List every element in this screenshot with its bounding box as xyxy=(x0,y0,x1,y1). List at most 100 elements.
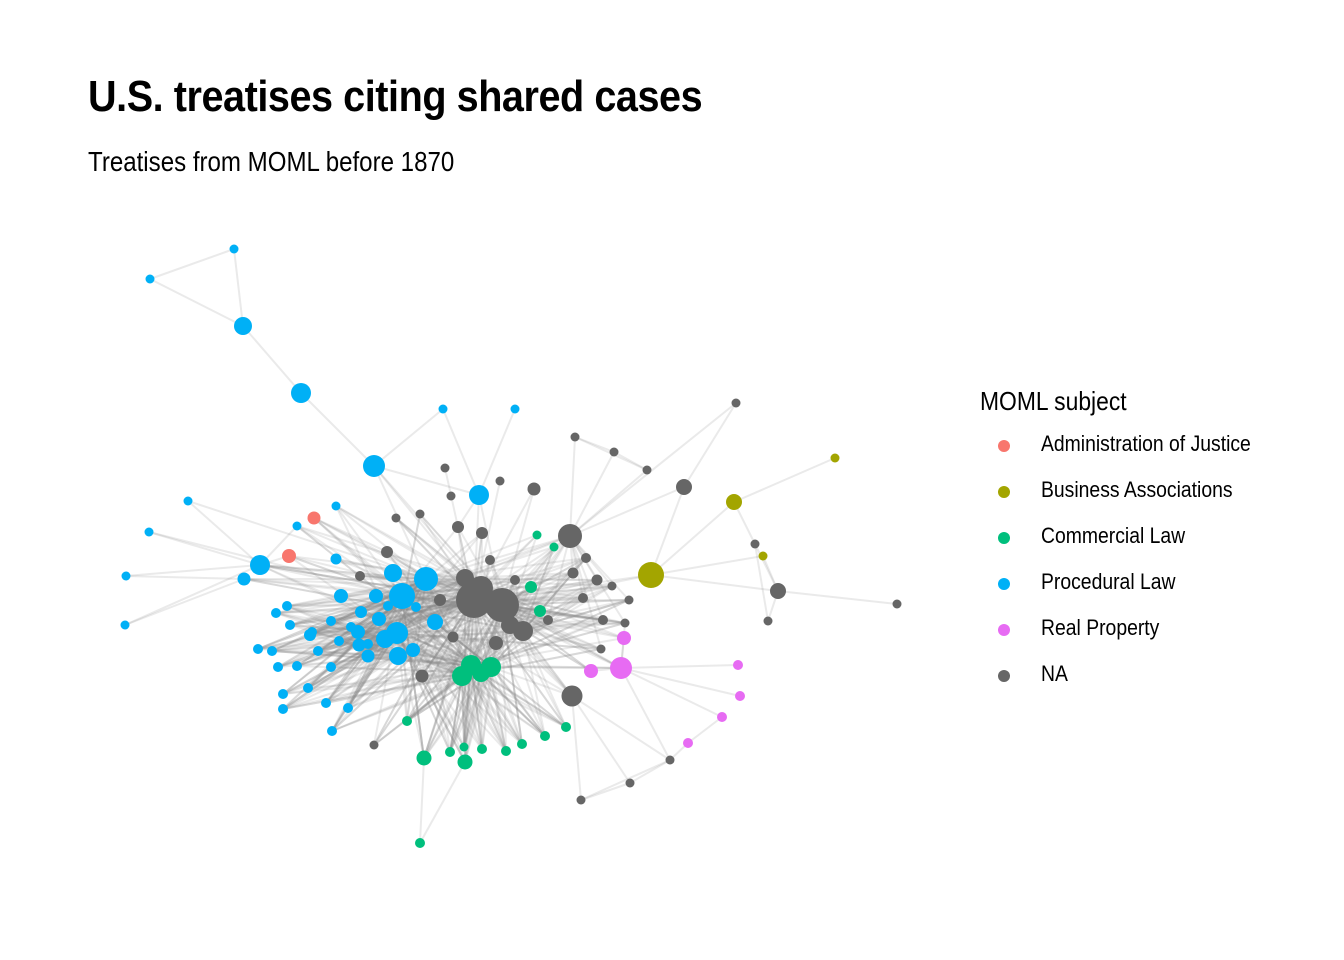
edge xyxy=(406,604,503,722)
edge xyxy=(425,578,546,737)
legend-swatch xyxy=(998,578,1010,590)
edge xyxy=(401,595,425,759)
edge xyxy=(522,597,584,632)
edge xyxy=(449,675,463,753)
edge xyxy=(401,595,425,759)
edge xyxy=(650,574,779,592)
edge xyxy=(257,599,475,650)
edge xyxy=(425,578,463,677)
node-procedural-law xyxy=(363,455,385,477)
node-procedural-law xyxy=(282,601,292,611)
node-na xyxy=(415,509,425,519)
node-procedural-law xyxy=(278,689,288,699)
edge xyxy=(325,638,386,704)
edge xyxy=(330,599,475,622)
edge xyxy=(470,664,483,750)
edge xyxy=(480,672,546,737)
node-procedural-law xyxy=(372,612,386,626)
edge xyxy=(125,575,245,580)
edge xyxy=(335,558,427,580)
legend-title: MOML subject xyxy=(980,386,1127,416)
node-na xyxy=(676,479,692,495)
node-na xyxy=(750,539,760,549)
edge xyxy=(463,672,482,748)
edge xyxy=(401,595,466,763)
legend-swatch xyxy=(998,670,1010,682)
edge xyxy=(501,488,535,606)
edge xyxy=(317,638,386,652)
edge xyxy=(396,632,546,737)
edge xyxy=(613,451,648,471)
edge xyxy=(401,526,459,597)
edge xyxy=(509,585,613,626)
edge xyxy=(242,325,302,394)
edge xyxy=(522,630,573,697)
edge xyxy=(282,655,399,710)
edge xyxy=(461,675,483,750)
node-na xyxy=(485,555,495,565)
node-na xyxy=(513,621,533,641)
node-na xyxy=(892,599,902,609)
node-na xyxy=(561,685,583,707)
edge xyxy=(331,632,398,732)
edge xyxy=(490,666,567,728)
edge xyxy=(425,578,626,624)
node-commercial-law xyxy=(534,605,546,617)
node-procedural-law xyxy=(361,649,375,663)
edge xyxy=(569,402,737,537)
edge xyxy=(509,579,598,626)
edge xyxy=(373,577,466,746)
edge xyxy=(275,612,386,640)
edge xyxy=(571,695,582,801)
node-procedural-law xyxy=(510,404,520,414)
node-procedural-law xyxy=(229,244,239,254)
node-procedural-law xyxy=(386,622,408,644)
edge xyxy=(311,630,524,633)
edge xyxy=(125,564,261,577)
edge xyxy=(396,513,421,634)
node-procedural-law xyxy=(389,583,415,609)
edge xyxy=(124,564,261,626)
edge xyxy=(461,675,523,745)
node-commercial-law xyxy=(445,747,455,757)
edge xyxy=(282,672,482,710)
node-procedural-law xyxy=(120,620,130,630)
edge xyxy=(271,595,403,652)
edge xyxy=(423,599,475,759)
legend-label: NA xyxy=(1041,661,1068,686)
node-na xyxy=(456,582,492,618)
edge xyxy=(148,531,403,597)
edge xyxy=(490,666,622,669)
edge xyxy=(330,655,399,668)
legend-item-real-property: Real Property xyxy=(980,615,1159,661)
edge xyxy=(340,578,427,597)
edge xyxy=(480,672,523,745)
node-procedural-law xyxy=(343,703,353,713)
legend-label: Commercial Law xyxy=(1041,523,1186,548)
edge xyxy=(357,599,475,633)
edge xyxy=(620,667,671,761)
edge xyxy=(501,604,622,669)
edge xyxy=(313,517,403,597)
node-na xyxy=(607,581,617,591)
edge xyxy=(300,392,375,467)
legend-swatch xyxy=(998,532,1010,544)
node-na xyxy=(495,476,505,486)
edge-layer xyxy=(124,248,898,844)
node-procedural-law xyxy=(427,614,443,630)
edge xyxy=(296,655,399,667)
edge xyxy=(331,599,475,732)
legend-label: Business Associations xyxy=(1041,477,1233,502)
edge xyxy=(331,632,398,732)
edge xyxy=(282,664,472,695)
node-administration-of-justice xyxy=(307,511,321,525)
node-procedural-law xyxy=(334,636,344,646)
edge xyxy=(296,525,475,601)
edge xyxy=(282,672,482,695)
edge xyxy=(480,672,483,750)
edge xyxy=(423,599,475,759)
node-na xyxy=(558,524,582,548)
chart-title: U.S. treatises citing shared cases xyxy=(88,72,703,121)
edge xyxy=(461,675,507,752)
node-commercial-law xyxy=(525,581,537,593)
